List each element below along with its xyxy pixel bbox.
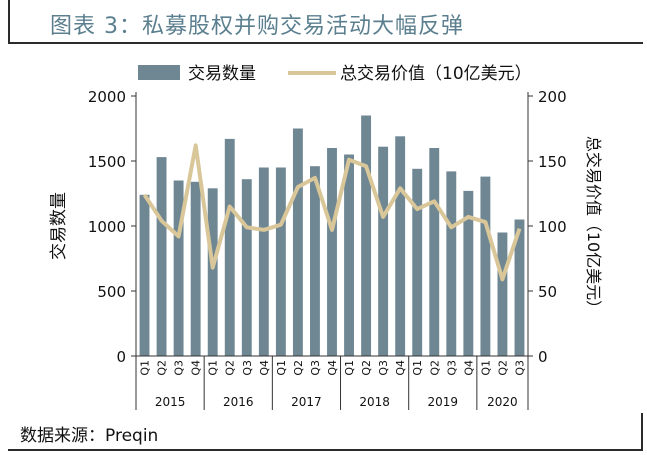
- x-tick-label-12: Q4: [326, 360, 339, 376]
- y-tick-label-left-1: 500: [97, 283, 126, 301]
- y-tick-label-right-2: 100: [538, 218, 567, 236]
- bar-14: [361, 115, 372, 356]
- x-tick-label-7: Q3: [241, 360, 254, 376]
- bar-8: [258, 167, 269, 356]
- bar-21: [480, 176, 491, 356]
- bar-16: [395, 136, 406, 356]
- legend-bar-label: 交易数量: [188, 64, 256, 84]
- bar-15: [378, 146, 389, 356]
- x-tick-label-9: Q1: [275, 360, 288, 376]
- year-label-2020: 2020: [487, 395, 518, 409]
- bar-7: [241, 179, 252, 356]
- bar-4: [190, 181, 201, 356]
- bar-3: [173, 180, 184, 356]
- line-series-total-value: [142, 143, 522, 282]
- x-tick-label-6: Q2: [224, 360, 237, 376]
- chart-title: 图表 3：私募股权并购交易活动大幅反弹: [50, 14, 464, 39]
- bar-10: [292, 128, 303, 356]
- year-label-2015: 2015: [155, 395, 186, 409]
- bar-5: [207, 188, 218, 356]
- bar-9: [275, 167, 286, 356]
- x-tick-label-2: Q2: [156, 360, 169, 376]
- x-tick-label-17: Q1: [411, 360, 424, 376]
- bar-13: [344, 154, 354, 356]
- bar-20: [463, 190, 474, 356]
- y-tick-label-left-3: 1500: [88, 153, 126, 171]
- x-tick-label-15: Q3: [377, 360, 390, 376]
- bar-11: [310, 166, 320, 356]
- x-tick-label-5: Q1: [207, 360, 220, 376]
- source-note: 数据来源：Preqin: [20, 426, 159, 446]
- x-tick-label-8: Q4: [258, 360, 271, 376]
- year-label-2017: 2017: [291, 395, 322, 409]
- year-label-2018: 2018: [359, 395, 390, 409]
- y-tick-label-right-1: 50: [538, 283, 557, 301]
- bar-23: [514, 219, 525, 356]
- legend-line-label: 总交易价值（10亿美元）: [340, 64, 532, 84]
- year-label-2019: 2019: [428, 395, 459, 409]
- year-label-2016: 2016: [223, 395, 254, 409]
- bar-12: [327, 148, 337, 356]
- x-tick-label-23: Q3: [513, 360, 526, 376]
- x-tick-label-14: Q2: [360, 360, 373, 376]
- bar-19: [446, 171, 457, 356]
- x-tick-label-18: Q2: [428, 360, 441, 376]
- y-tick-label-right-0: 0: [538, 348, 548, 366]
- x-tick-label-3: Q3: [173, 360, 186, 376]
- x-tick-label-21: Q1: [479, 360, 492, 376]
- x-tick-label-22: Q2: [496, 360, 509, 376]
- bar-17: [412, 168, 423, 356]
- y-tick-label-left-0: 0: [116, 348, 126, 366]
- x-tick-label-16: Q4: [394, 360, 407, 376]
- x-tick-label-10: Q2: [292, 360, 305, 376]
- y-axis-title-left: 交易数量: [49, 192, 69, 260]
- title-frame: 图表 3：私募股权并购交易活动大幅反弹: [8, 0, 643, 44]
- x-tick-label-13: Q1: [343, 360, 356, 376]
- bar-6: [224, 138, 235, 356]
- x-tick-label-20: Q4: [462, 360, 475, 376]
- bar-2: [156, 157, 167, 356]
- x-tick-label-4: Q4: [190, 360, 203, 376]
- x-tick-label-11: Q3: [309, 360, 322, 376]
- y-axis-title-right: 总交易价值（10亿美元）: [584, 136, 603, 316]
- bar-18: [429, 148, 440, 356]
- legend-bar-swatch: [138, 65, 180, 80]
- y-tick-label-right-3: 150: [538, 153, 567, 171]
- y-tick-label-left-2: 1000: [88, 218, 126, 236]
- bar-1: [139, 194, 150, 356]
- y-tick-label-right-4: 200: [538, 88, 567, 106]
- source-frame: 数据来源：Preqin: [8, 413, 643, 451]
- bar-22: [497, 232, 508, 356]
- x-tick-label-19: Q3: [445, 360, 458, 376]
- y-tick-label-left-4: 2000: [88, 88, 126, 106]
- x-tick-label-1: Q1: [139, 360, 152, 376]
